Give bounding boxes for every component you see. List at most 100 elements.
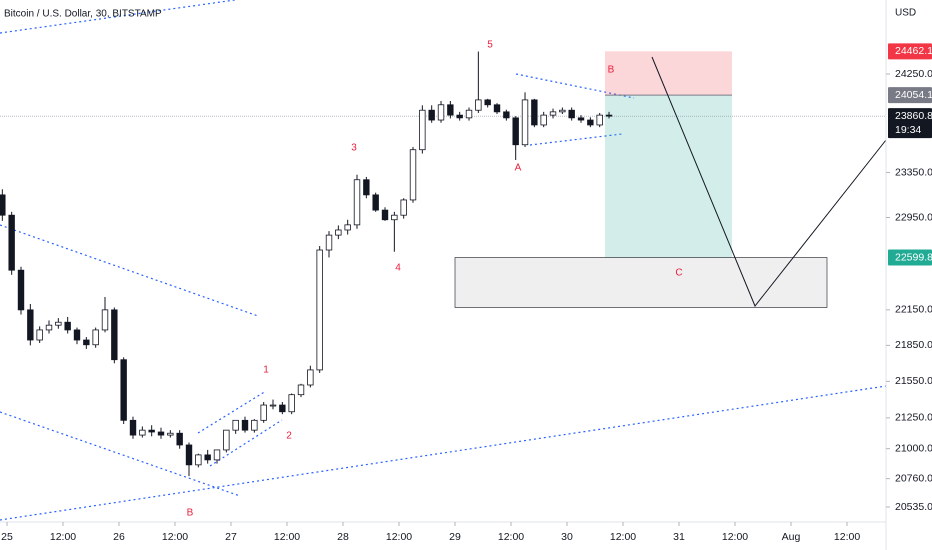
candle-body [419, 109, 426, 151]
wave-label: C [675, 268, 682, 279]
candle-body [111, 309, 118, 361]
triangle-line [515, 73, 635, 99]
candle-body [129, 419, 137, 436]
candle-body [316, 249, 323, 371]
x-tick-label: 12:00 [274, 531, 300, 543]
wave-label: A [515, 163, 522, 174]
y-tick-label: 20535.00 [895, 501, 932, 513]
candle-body [353, 179, 361, 226]
candle-body [493, 104, 501, 113]
wave-label: B [187, 508, 194, 519]
target-zone [605, 95, 732, 258]
stop-price-label: 24462.14 [895, 45, 932, 57]
candle-body [325, 234, 333, 251]
candle-body [251, 419, 258, 431]
candle-body [559, 109, 566, 113]
candle-body [157, 431, 165, 436]
candle-body [167, 432, 174, 436]
candle-body [447, 104, 454, 116]
candle-body [307, 369, 314, 386]
plot-area [0, 51, 886, 477]
wave-label: B [608, 65, 615, 76]
countdown: 19:34 [895, 124, 921, 136]
y-tick-label: 22150.00 [895, 304, 932, 316]
candle-body [176, 432, 183, 446]
candle-body [92, 329, 99, 346]
x-tick-label: 25 [1, 531, 13, 543]
candle-body [297, 384, 305, 396]
x-tick-label: 12:00 [162, 531, 188, 543]
x-tick-label: Aug [782, 531, 801, 543]
support-zone [454, 257, 828, 308]
y-tick-label: 21850.00 [895, 339, 932, 351]
candle-body [372, 194, 379, 211]
currency-label: USD [895, 8, 916, 19]
x-tick-label: 12:00 [610, 531, 636, 543]
candle-body [17, 269, 25, 311]
candle-body [288, 394, 295, 413]
candle-body [241, 419, 249, 431]
wave-label: 4 [395, 263, 401, 274]
candle-body [596, 114, 603, 126]
last-price-label-bg [888, 108, 932, 139]
x-tick-label: 29 [449, 531, 461, 543]
trendline [0, 385, 887, 521]
last-price-label: 23860.81 [895, 110, 932, 122]
x-tick-label: 28 [337, 531, 349, 543]
candle-body [512, 117, 519, 146]
entry-price-label: 24054.18 [895, 89, 932, 101]
y-tick-label: 24250.00 [895, 68, 932, 80]
candle-body [279, 404, 286, 413]
candle-body [344, 224, 351, 231]
wave-label: 2 [286, 431, 292, 442]
candle-body [232, 419, 239, 431]
candle-body [73, 329, 81, 341]
wave-label: 5 [487, 40, 493, 51]
candle-body [428, 109, 435, 121]
x-tick-label: 12:00 [386, 531, 412, 543]
candle-body [269, 404, 277, 407]
stop-price-label-bg [888, 43, 932, 60]
trendline [0, 411, 241, 497]
candle-body [83, 339, 90, 346]
x-tick-label: 12:00 [834, 531, 860, 543]
candle-body [27, 309, 34, 341]
candle-body [540, 114, 547, 126]
candle-body [45, 324, 53, 331]
wave-label: 3 [351, 143, 357, 154]
y-tick-label: 23350.00 [895, 166, 932, 178]
y-tick-label: 21250.00 [895, 412, 932, 424]
x-tick-label: 12:00 [722, 531, 748, 543]
candle-body [64, 321, 71, 331]
candle-body [139, 429, 146, 436]
candle-body [213, 449, 221, 461]
drawings [0, 0, 887, 521]
candle-body [391, 214, 398, 221]
x-tick-label: 31 [673, 531, 685, 543]
channel-line [197, 390, 267, 434]
candle-body [503, 111, 510, 119]
candle-body [185, 444, 193, 466]
candle-body [223, 429, 230, 451]
candle-body [55, 321, 62, 326]
candle-body [484, 99, 491, 106]
target-price-label-bg [888, 249, 932, 266]
y-tick-label: 21550.00 [895, 375, 932, 387]
candle-body [335, 229, 342, 236]
candle-body [363, 179, 370, 196]
candle-body [0, 194, 6, 216]
y-tick-label: 22950.00 [895, 211, 932, 223]
trendline [0, 224, 259, 317]
candle-body [381, 209, 389, 221]
x-tick-label: 12:00 [50, 531, 76, 543]
candle-body [260, 404, 267, 421]
candle-body [437, 104, 445, 121]
x-tick-label: 27 [225, 531, 237, 543]
candle-body [475, 99, 482, 111]
candle-body [549, 111, 557, 116]
candle-body [577, 117, 585, 121]
candle-body [120, 359, 127, 421]
y-tick-label: 21000.00 [895, 442, 932, 454]
